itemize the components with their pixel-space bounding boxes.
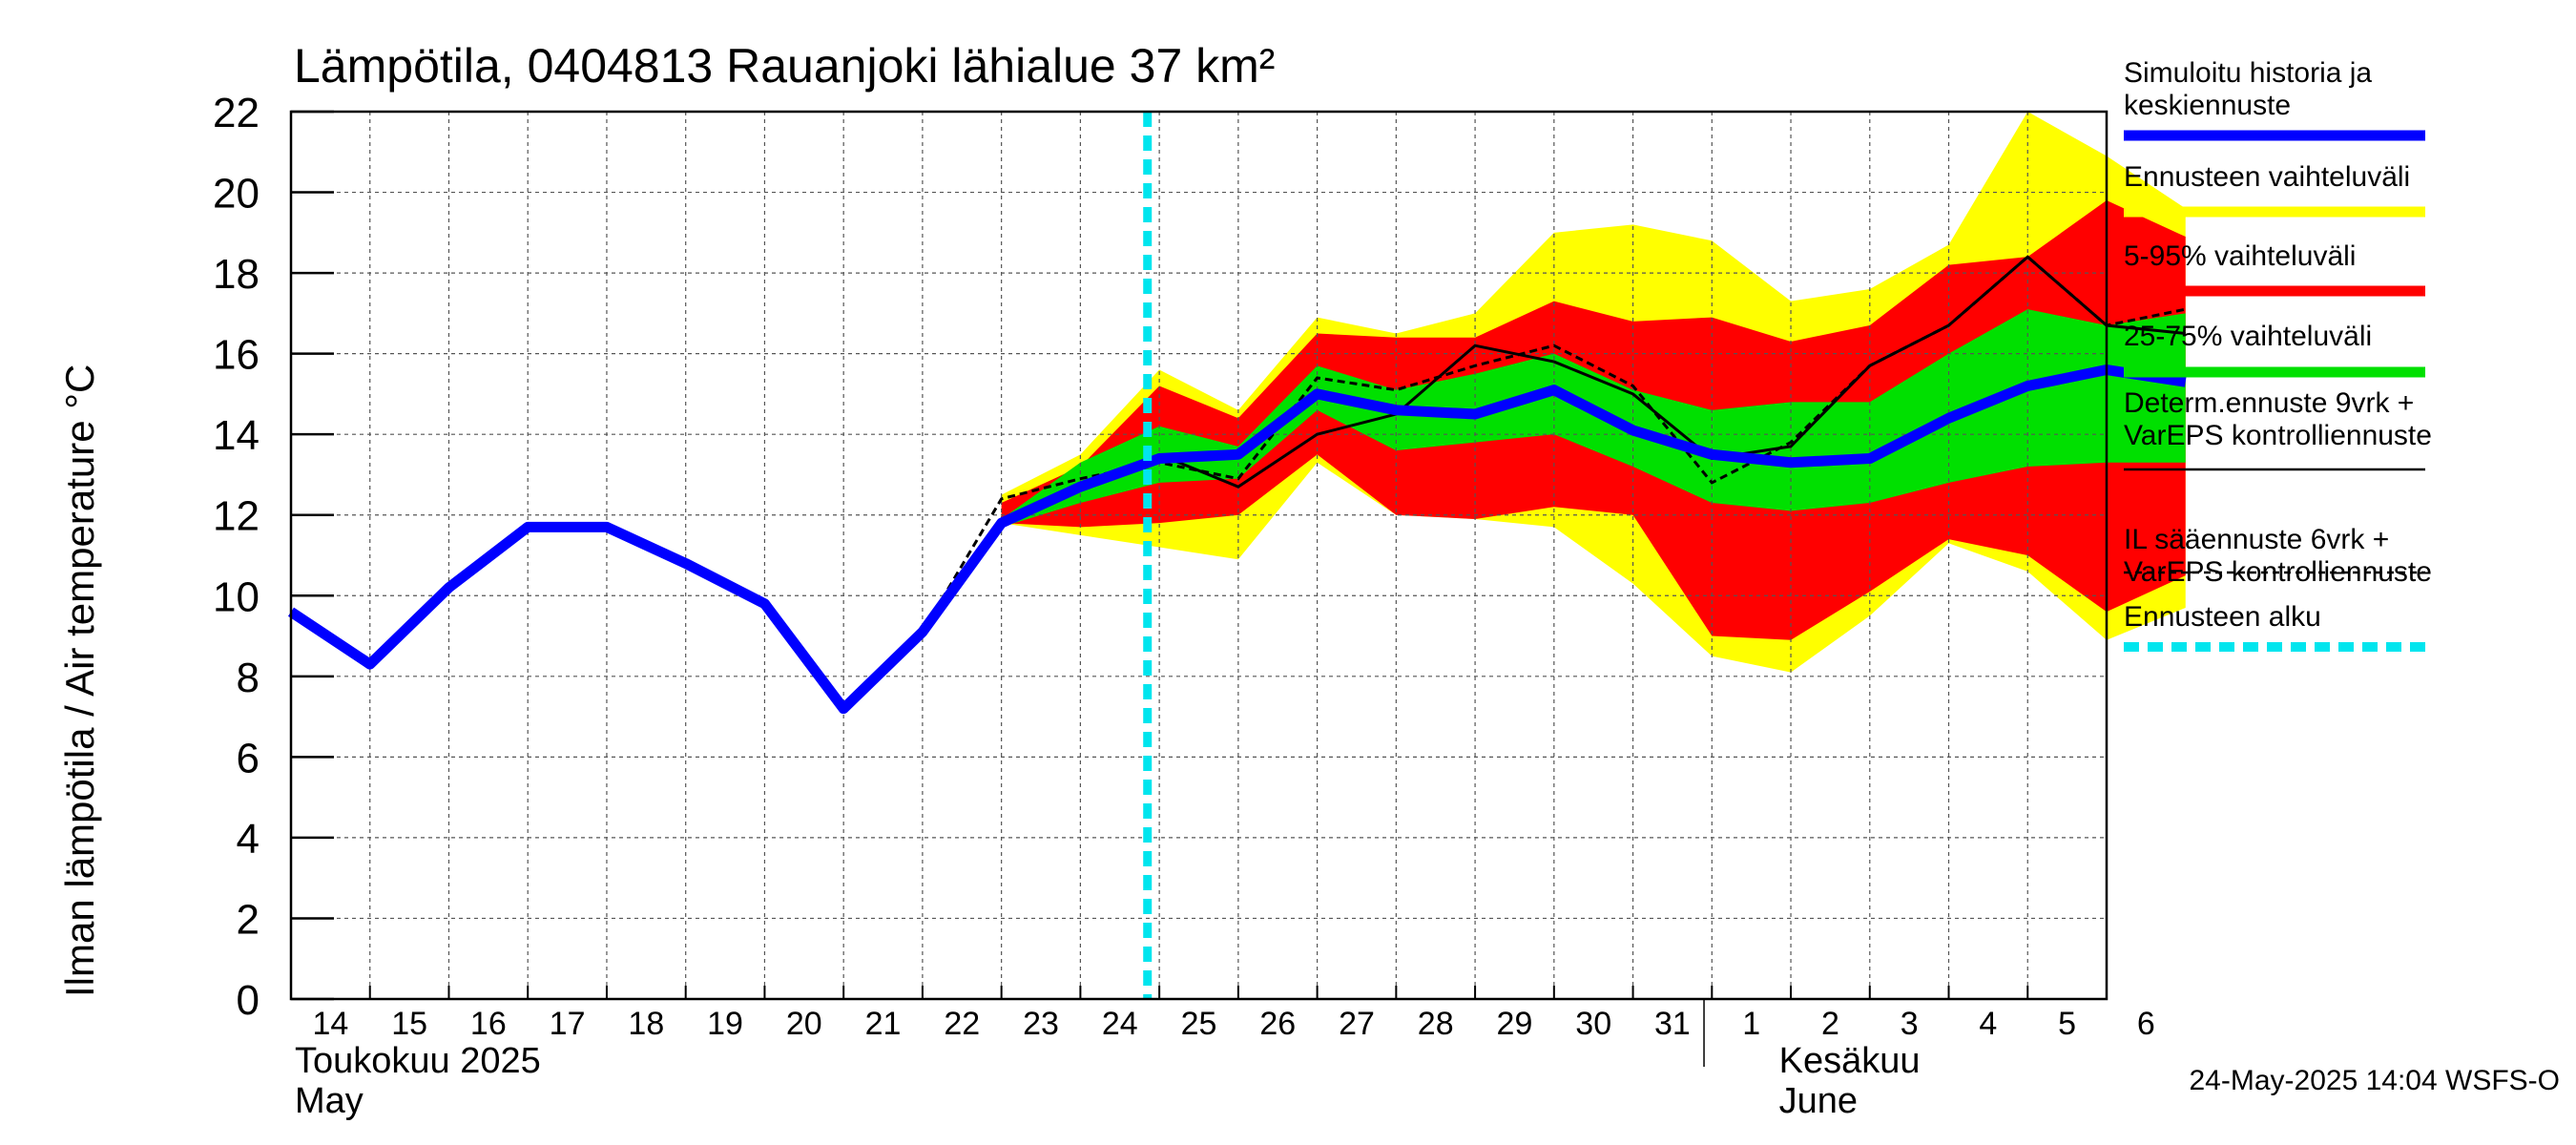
- legend-label: keskiennuste: [2124, 90, 2291, 121]
- x-tick-label: 24: [1102, 1006, 1138, 1042]
- timestamp: 24-May-2025 14:04 WSFS-O: [2190, 1065, 2561, 1096]
- y-tick-label: 8: [237, 655, 260, 701]
- month-label-fi: Toukokuu 2025: [295, 1041, 541, 1081]
- legend-label: Ennusteen alku: [2124, 601, 2321, 633]
- band-range_25_75: [1001, 309, 2186, 528]
- x-tick-label: 26: [1259, 1006, 1296, 1042]
- y-tick-label: 14: [213, 412, 260, 459]
- y-tick-label: 6: [237, 735, 260, 781]
- x-tick-label: 28: [1418, 1006, 1454, 1042]
- x-tick-label: 1: [1742, 1006, 1760, 1042]
- legend-label: IL sääennuste 6vrk +: [2124, 524, 2389, 555]
- legend-label: 25-75% vaihteluväli: [2124, 321, 2372, 352]
- month-label-fi: Kesäkuu: [1779, 1041, 1921, 1081]
- x-tick-label: 29: [1497, 1006, 1533, 1042]
- month-label-en: May: [295, 1081, 364, 1121]
- y-tick-label: 18: [213, 251, 260, 298]
- x-tick-label: 22: [944, 1006, 980, 1042]
- series-lines: [287, 112, 2187, 999]
- legend-label: 5-95% vaihteluväli: [2124, 240, 2356, 272]
- x-tick-label: 27: [1339, 1006, 1375, 1042]
- y-tick-label: 4: [237, 816, 260, 863]
- plot-frame: [289, 110, 2109, 1001]
- axes: [289, 110, 2109, 1067]
- x-tick-label: 3: [1901, 1006, 1919, 1042]
- x-tick-label: 14: [312, 1006, 348, 1042]
- x-tick-label: 15: [391, 1006, 427, 1042]
- legend-label: VarEPS kontrolliennuste: [2124, 420, 2432, 451]
- x-tick-label: 19: [707, 1006, 743, 1042]
- x-tick-label: 31: [1654, 1006, 1691, 1042]
- y-tick-label: 12: [213, 493, 260, 540]
- x-tick-label: 16: [470, 1006, 507, 1042]
- forecast-bands: [1001, 112, 2186, 673]
- x-tick-label: 6: [2137, 1006, 2155, 1042]
- x-tick-label: 17: [550, 1006, 586, 1042]
- y-tick-label: 16: [213, 332, 260, 379]
- x-tick-label: 5: [2058, 1006, 2076, 1042]
- x-tick-label: 2: [1821, 1006, 1839, 1042]
- x-tick-label: 30: [1575, 1006, 1611, 1042]
- series-deterministic: [1001, 255, 2186, 525]
- x-tick-label: 21: [865, 1006, 902, 1042]
- legend-label: Simuloitu historia ja: [2124, 57, 2372, 89]
- y-tick-label: 20: [213, 171, 260, 218]
- y-tick-label: 0: [237, 977, 260, 1024]
- y-tick-label: 2: [237, 896, 260, 943]
- legend-label: Determ.ennuste 9vrk +: [2124, 387, 2414, 419]
- chart-title: Lämpötila, 0404813 Rauanjoki lähialue 37…: [294, 39, 1275, 93]
- x-tick-label: 23: [1023, 1006, 1059, 1042]
- x-tick-label: 25: [1181, 1006, 1217, 1042]
- y-tick-label: 10: [213, 573, 260, 620]
- y-tick-label: 22: [213, 90, 260, 136]
- x-tick-label: 18: [628, 1006, 664, 1042]
- month-label-en: June: [1779, 1081, 1858, 1121]
- x-tick-label: 20: [786, 1006, 822, 1042]
- legend-label: Ennusteen vaihteluväli: [2124, 161, 2410, 193]
- x-tick-label: 4: [1979, 1006, 1997, 1042]
- y-axis-label: Ilman lämpötila / Air temperature °C: [57, 364, 102, 997]
- series-history: [287, 364, 2187, 715]
